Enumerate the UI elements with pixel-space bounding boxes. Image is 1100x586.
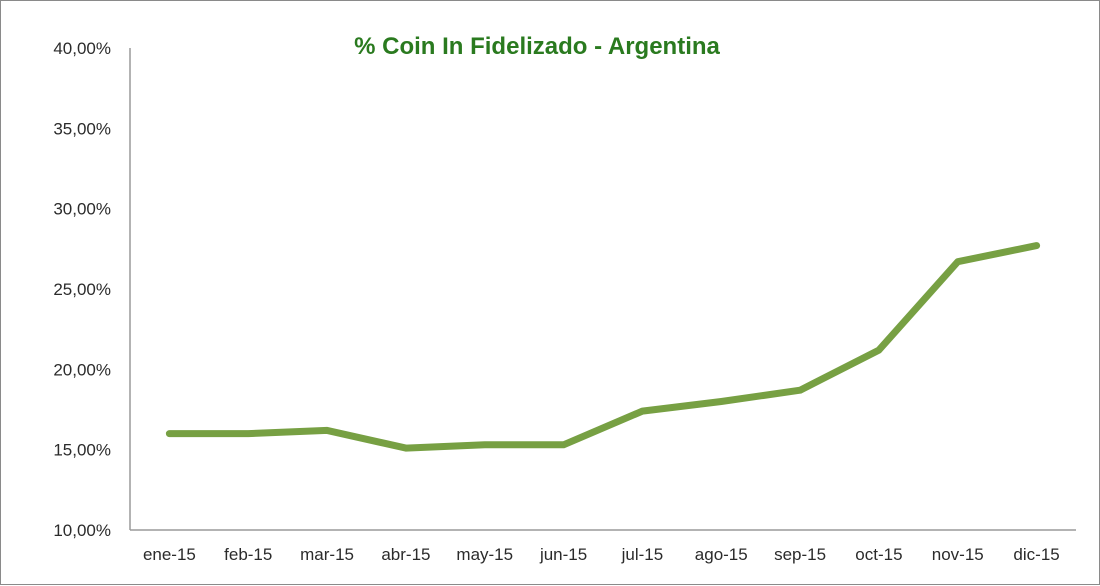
- x-tick-label: ago-15: [695, 545, 748, 564]
- y-tick-label: 35,00%: [53, 119, 111, 138]
- chart-title: % Coin In Fidelizado - Argentina: [354, 33, 720, 60]
- y-tick-label: 30,00%: [53, 200, 111, 219]
- x-tick-label: mar-15: [300, 545, 354, 564]
- x-tick-label: nov-15: [932, 545, 984, 564]
- series-line: [169, 246, 1036, 449]
- x-tick-label: dic-15: [1013, 545, 1059, 564]
- y-tick-label: 15,00%: [53, 441, 111, 460]
- x-tick-label: jul-15: [621, 545, 664, 564]
- y-tick-label: 10,00%: [53, 521, 111, 540]
- x-tick-labels: ene-15 feb-15 mar-15 abr-15 may-15 jun-15 jul-…: [143, 545, 1060, 564]
- series-points: [169, 246, 1036, 449]
- x-tick-label: abr-15: [381, 545, 430, 564]
- x-tick-label: oct-15: [855, 545, 902, 564]
- x-tick-label: jun-15: [539, 545, 587, 564]
- y-tick-label: 25,00%: [53, 280, 111, 299]
- x-tick-label: may-15: [456, 545, 513, 564]
- x-tick-label: sep-15: [774, 545, 826, 564]
- x-tick-label: ene-15: [143, 545, 196, 564]
- y-tick-labels: 40,00% 35,00% 30,00% 25,00% 20,00% 15,00% 10,0…: [53, 39, 111, 540]
- y-tick-label: 20,00%: [53, 360, 111, 379]
- y-tick-label: 40,00%: [53, 39, 111, 58]
- x-tick-label: feb-15: [224, 545, 272, 564]
